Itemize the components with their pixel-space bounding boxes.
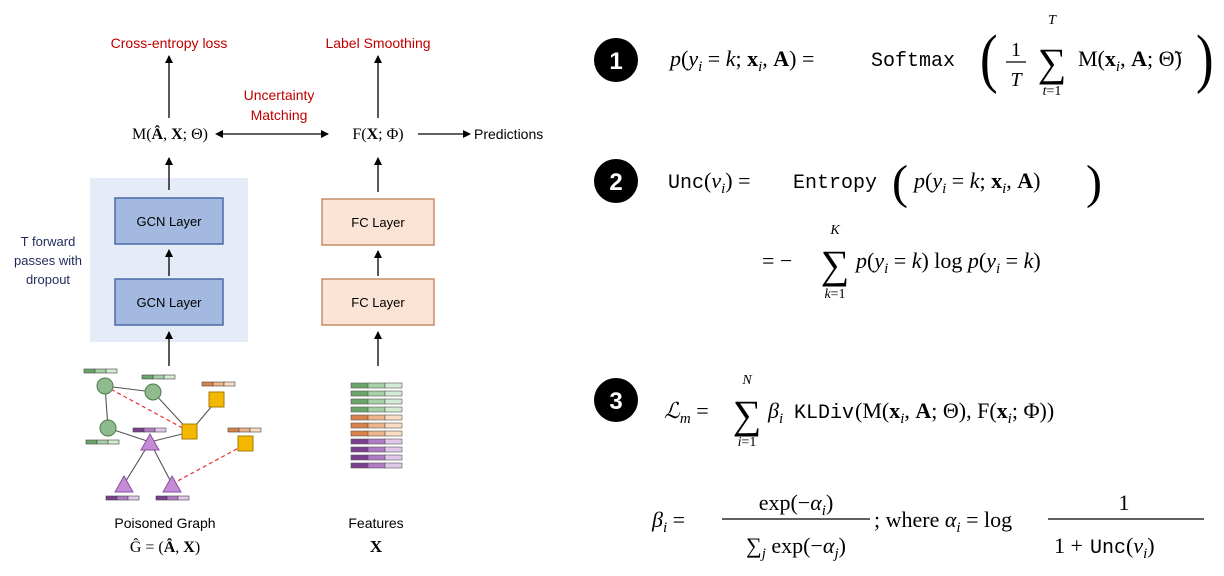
equation-2-uncertainty-entropy: Unc (vi) = Entropy ( p(yi = k; xi, A) ) …: [668, 156, 1102, 302]
svg-text:Softmax: Softmax: [871, 50, 955, 73]
equation-beta-weight: βi = exp(−αi) ∑j exp(−αj) ; where αi = l…: [651, 490, 1204, 562]
gcn-layer-top: [114, 197, 224, 245]
svg-text:1: 1: [1011, 39, 1021, 61]
poisoned-graph-formula: Ĝ = (Â, X): [130, 537, 200, 556]
features-symbol: X: [370, 537, 383, 556]
svg-text:1: 1: [609, 48, 622, 75]
svg-text:T: T: [1048, 13, 1057, 28]
svg-text:(: (: [892, 156, 908, 209]
poisoned-graph-caption: Poisoned Graph: [114, 515, 215, 531]
svg-text:): ): [1086, 156, 1102, 209]
badge-3: 3: [594, 378, 638, 422]
svg-text:(vi): (vi): [1126, 533, 1155, 562]
feature-matrix-illustration: [350, 382, 403, 469]
uncertainty-matching-label-line2: Matching: [251, 107, 308, 123]
svg-text:exp(−αi): exp(−αi): [759, 490, 834, 519]
svg-text:(M(xi, A; Θ), F(xi; Φ)): (M(xi, A; Θ), F(xi; Φ)): [855, 398, 1054, 427]
gcn-layer-bottom: [114, 278, 224, 326]
svg-text:KLDiv: KLDiv: [794, 402, 854, 425]
svg-text:p(yi = k; xi, A): p(yi = k; xi, A): [912, 168, 1040, 197]
svg-text:2: 2: [609, 169, 622, 196]
svg-text:p(yi = k; xi, A) =: p(yi = k; xi, A) =: [668, 46, 814, 75]
svg-text:Unc: Unc: [1090, 537, 1126, 560]
svg-text:(: (: [980, 21, 998, 94]
badge-1: 1: [594, 38, 638, 82]
svg-text:= −: = −: [762, 248, 792, 273]
svg-text:N: N: [741, 373, 752, 388]
svg-text:(vi) =: (vi) =: [704, 168, 751, 197]
svg-text:βi: βi: [767, 398, 783, 427]
dropout-note-line3: dropout: [26, 272, 70, 287]
svg-text:1 +: 1 +: [1054, 533, 1083, 558]
dropout-note-line2: passes with: [14, 253, 82, 268]
poisoned-graph-illustration: [83, 368, 262, 501]
svg-text:M(Â, X; Θ): M(Â, X; Θ): [132, 124, 208, 143]
gcn-layer-top-label: GCN Layer: [136, 214, 202, 229]
svg-text:ℒm =: ℒm =: [664, 398, 709, 427]
svg-text:; where αi = log: ; where αi = log: [874, 507, 1012, 536]
svg-text:p(yi = k) log p(yi = k): p(yi = k) log p(yi = k): [854, 248, 1041, 277]
svg-text:∑: ∑: [1038, 40, 1067, 85]
svg-text:t=1: t=1: [1043, 84, 1062, 99]
predictions-label: Predictions: [474, 126, 543, 142]
uncertainty-matching-label-line1: Uncertainty: [244, 87, 315, 103]
gcn-model-output-expression: M(Â, X; Θ): [132, 124, 208, 143]
svg-text:Ĝ = (Â, X): Ĝ = (Â, X): [130, 537, 200, 556]
svg-text:k=1: k=1: [824, 287, 845, 302]
dropout-note-line1: T forward: [21, 234, 76, 249]
svg-text:M(xi, A; Θ̃): M(xi, A; Θ̃): [1078, 46, 1182, 75]
fc-layer-bottom-label: FC Layer: [351, 295, 405, 310]
svg-text:K: K: [829, 223, 840, 238]
svg-text:βi =: βi =: [651, 507, 685, 536]
fc-layer-bottom: [321, 278, 435, 326]
svg-text:i=1: i=1: [738, 435, 757, 450]
badge-2: 2: [594, 159, 638, 203]
label-smoothing-label: Label Smoothing: [325, 35, 430, 51]
svg-text:Entropy: Entropy: [793, 172, 877, 195]
svg-text:∑: ∑: [821, 242, 850, 287]
svg-text:∑j exp(−αj): ∑j exp(−αj): [746, 533, 846, 562]
cross-entropy-loss-label: Cross-entropy loss: [111, 35, 228, 51]
fc-layer-top-label: FC Layer: [351, 215, 405, 230]
equation-3-matching-loss: ℒm = N ∑ i=1 βi KLDiv (M(xi, A; Θ), F(xi…: [664, 373, 1054, 450]
equation-1-softmax-prediction: p(yi = k; xi, A) = Softmax ( 1 T T ∑ t=1…: [668, 13, 1214, 99]
svg-text:): ): [1196, 21, 1214, 94]
features-caption: Features: [348, 515, 403, 531]
svg-text:X: X: [370, 537, 383, 556]
mlp-output-expression: F(X; Φ): [352, 126, 403, 143]
svg-text:T: T: [1010, 69, 1023, 91]
svg-text:1: 1: [1119, 490, 1130, 515]
svg-text:3: 3: [609, 388, 622, 415]
svg-text:Unc: Unc: [668, 172, 704, 195]
gcn-layer-bottom-label: GCN Layer: [136, 295, 202, 310]
fc-layer-top: [321, 198, 435, 246]
svg-text:F(X; Φ): F(X; Φ): [352, 126, 403, 143]
svg-text:∑: ∑: [733, 392, 762, 437]
